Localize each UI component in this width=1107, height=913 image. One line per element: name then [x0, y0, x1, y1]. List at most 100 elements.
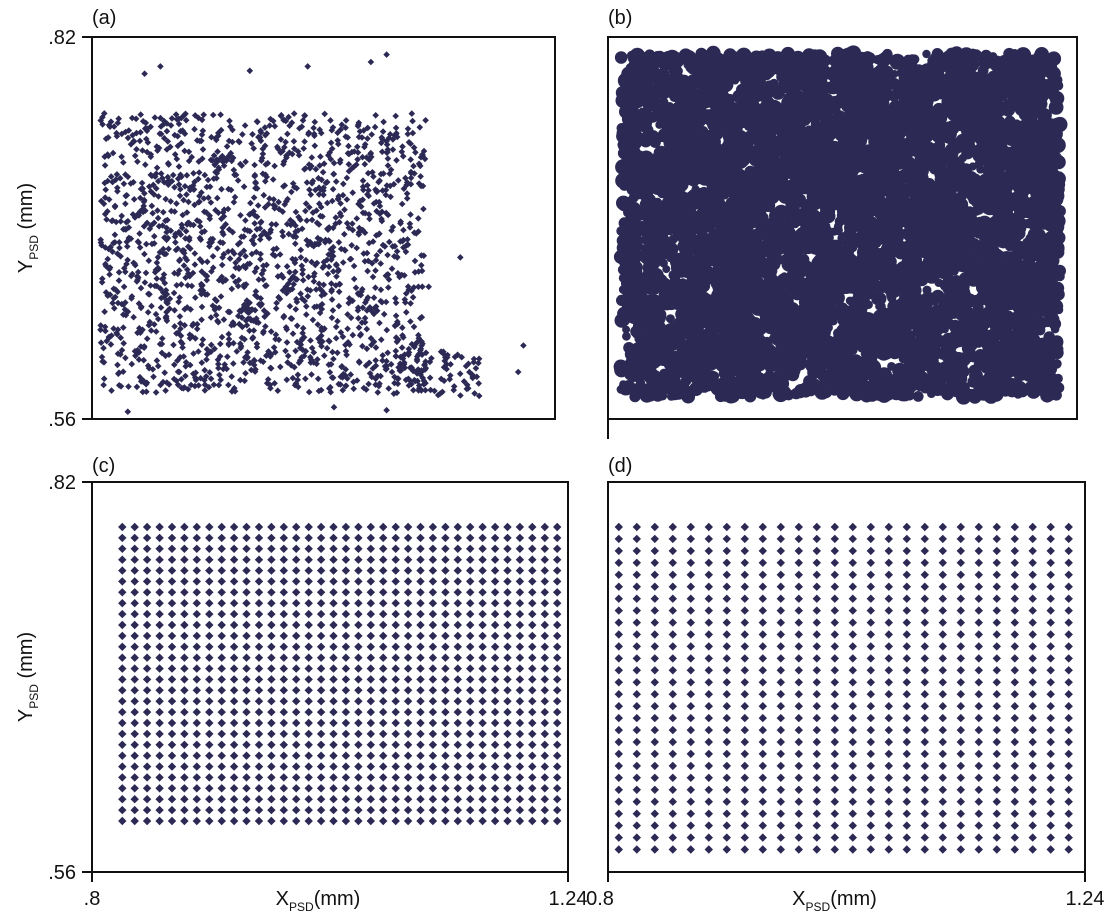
data-point: [252, 179, 259, 187]
data-point: [257, 232, 265, 239]
data-point: [391, 253, 398, 260]
data-point: [160, 208, 167, 216]
data-point: [308, 216, 316, 224]
data-point: [145, 321, 153, 329]
data-point: [208, 341, 215, 349]
data-point: [373, 232, 380, 239]
data-point: [118, 212, 125, 220]
data-point: [160, 245, 167, 253]
data-point: [315, 240, 323, 248]
data-point: [337, 329, 345, 336]
data-point: [377, 297, 384, 305]
data-point: [198, 268, 206, 275]
data-point: [443, 354, 451, 361]
data-point: [239, 131, 246, 138]
data-point: [263, 173, 270, 181]
data-point: [229, 247, 236, 255]
data-point: [115, 370, 122, 378]
data-point: [246, 211, 253, 218]
data-point: [329, 124, 337, 131]
data-point: [113, 132, 121, 140]
data-point: [288, 188, 295, 196]
data-point: [198, 116, 206, 124]
data-point: [108, 217, 116, 225]
data-point: [163, 379, 171, 386]
data-point: [118, 153, 125, 161]
data-point: [286, 302, 294, 310]
data-point: [317, 153, 324, 160]
data-point: [206, 183, 214, 190]
data-point: [378, 215, 385, 223]
data-point: [327, 361, 335, 368]
data-point: [251, 233, 258, 240]
data-point: [336, 280, 343, 288]
data-point: [218, 185, 225, 193]
data-point: [297, 341, 305, 348]
data-point: [128, 360, 136, 368]
data-point: [380, 310, 388, 318]
data-point: [224, 248, 232, 255]
data-point: [226, 117, 233, 125]
data-point: [176, 353, 184, 361]
data-point: [372, 267, 379, 274]
data-point: [296, 125, 303, 132]
data-point: [407, 156, 414, 163]
data-point: [378, 139, 385, 147]
data-point: [163, 297, 170, 305]
data-point: [313, 219, 321, 227]
data-point: [258, 154, 266, 162]
data-point: [292, 208, 300, 216]
data-point: [155, 193, 162, 200]
data-point: [406, 220, 414, 228]
data-point: [368, 307, 375, 314]
data-point: [152, 389, 160, 396]
data-point: [199, 336, 207, 343]
data-point: [375, 382, 383, 390]
data-point: [151, 282, 159, 290]
data-point: [201, 387, 209, 394]
data-point: [257, 137, 265, 145]
data-point: [182, 363, 189, 370]
data-point: [198, 290, 205, 298]
data-point: [357, 203, 365, 210]
data-point: [310, 278, 318, 285]
data-point: [173, 282, 180, 289]
data-point: [328, 374, 336, 381]
data-point: [407, 180, 415, 188]
data-point: [175, 163, 183, 170]
data-point: [214, 148, 221, 155]
data-point: [127, 141, 135, 148]
data-point: [114, 250, 121, 257]
data-point: [374, 372, 381, 380]
data-point: [101, 323, 109, 331]
data-point: [214, 158, 221, 165]
data-point: [405, 139, 413, 146]
data-point: [284, 352, 292, 360]
data-point: [203, 346, 211, 353]
data-point: [98, 241, 105, 249]
data-point: [199, 127, 207, 135]
data-point: [216, 353, 224, 360]
data-point: [379, 187, 386, 194]
data-point: [186, 361, 194, 369]
data-point: [100, 375, 108, 382]
data-point: [215, 166, 223, 173]
data-point: [116, 239, 123, 246]
data-point: [295, 213, 302, 221]
y-axis-label-sub: PSD: [27, 235, 41, 260]
data-point: [344, 325, 351, 333]
data-point: [281, 143, 288, 151]
data-point: [160, 178, 168, 186]
data-point: [354, 156, 361, 163]
data-point: [200, 195, 208, 202]
data-points: [613, 45, 1068, 405]
data-point: [386, 131, 394, 138]
data-point: [328, 288, 335, 295]
data-point: [130, 313, 137, 321]
data-point: [139, 118, 147, 125]
data-point: [207, 314, 215, 321]
data-point: [242, 217, 249, 224]
data-point: [98, 353, 106, 361]
data-point: [272, 335, 279, 343]
data-point: [329, 243, 337, 251]
